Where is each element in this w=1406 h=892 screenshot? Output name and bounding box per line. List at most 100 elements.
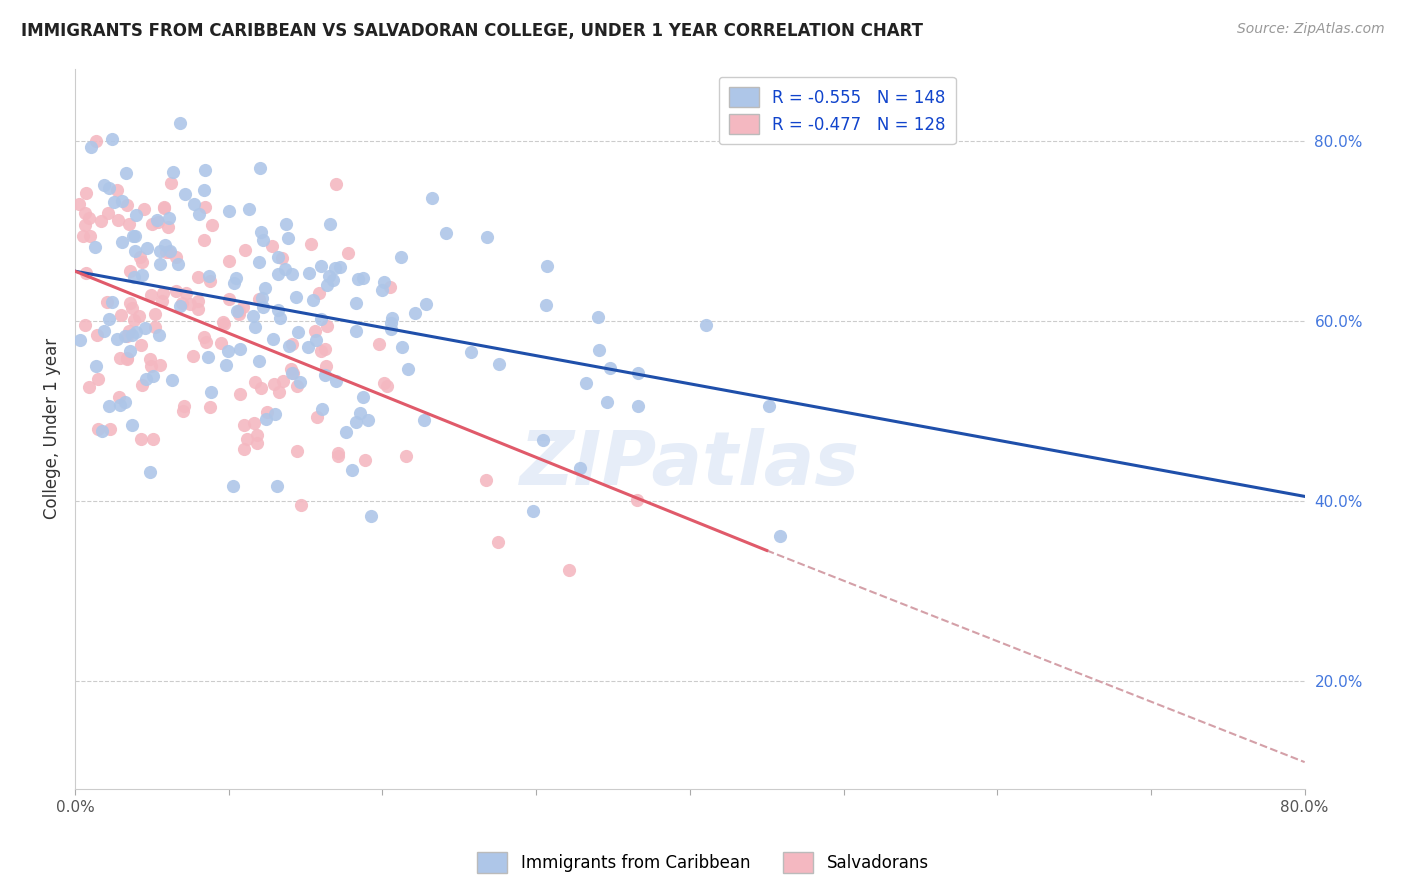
Point: [316, 318, 339, 333]
Point: [232, 442, 254, 456]
Point: [314, 343, 336, 357]
Point: [72, 229, 94, 244]
Point: [522, 504, 544, 518]
Point: [229, 342, 252, 356]
Point: [77, 380, 100, 394]
Point: [278, 339, 301, 353]
Point: [121, 328, 143, 343]
Text: IMMIGRANTS FROM CARIBBEAN VS SALVADORAN COLLEGE, UNDER 1 YEAR CORRELATION CHART: IMMIGRANTS FROM CARIBBEAN VS SALVADORAN …: [21, 22, 924, 40]
Point: [349, 406, 371, 420]
Point: [107, 390, 129, 404]
Point: [266, 479, 288, 493]
Point: [626, 493, 648, 508]
Point: [290, 499, 312, 513]
Point: [183, 350, 205, 364]
Point: [169, 299, 191, 313]
Point: [149, 244, 172, 259]
Point: [247, 255, 270, 269]
Point: [695, 318, 717, 333]
Point: [267, 303, 290, 318]
Point: [139, 465, 162, 479]
Point: [120, 295, 142, 310]
Point: [575, 376, 598, 391]
Point: [100, 132, 122, 146]
Point: [557, 563, 579, 577]
Point: [378, 280, 401, 294]
Point: [197, 350, 219, 364]
Point: [98, 399, 121, 413]
Point: [121, 418, 143, 433]
Point: [122, 229, 145, 244]
Point: [346, 272, 368, 286]
Point: [131, 377, 153, 392]
Point: [488, 358, 510, 372]
Point: [420, 191, 443, 205]
Point: [318, 268, 340, 283]
Point: [371, 283, 394, 297]
Point: [75, 186, 97, 201]
Point: [325, 374, 347, 388]
Point: [254, 411, 277, 425]
Point: [344, 324, 367, 338]
Point: [173, 399, 195, 413]
Point: [380, 316, 402, 330]
Point: [305, 409, 328, 424]
Point: [118, 344, 141, 359]
Point: [391, 340, 413, 354]
Point: [218, 203, 240, 218]
Point: [396, 362, 419, 376]
Point: [149, 359, 172, 373]
Point: [179, 297, 201, 311]
Point: [274, 217, 297, 231]
Point: [138, 351, 160, 366]
Point: [249, 381, 271, 395]
Point: [311, 401, 333, 416]
Point: [198, 269, 221, 284]
Point: [201, 218, 224, 232]
Point: [380, 322, 402, 336]
Point: [225, 271, 247, 285]
Point: [322, 273, 344, 287]
Point: [242, 310, 264, 324]
Point: [153, 238, 176, 252]
Point: [214, 317, 236, 331]
Point: [115, 328, 138, 343]
Point: [118, 217, 141, 231]
Point: [534, 297, 557, 311]
Point: [297, 340, 319, 354]
Point: [107, 183, 129, 197]
Point: [323, 261, 346, 276]
Point: [172, 296, 194, 310]
Point: [389, 250, 412, 264]
Point: [252, 300, 274, 314]
Point: [162, 164, 184, 178]
Point: [183, 197, 205, 211]
Point: [159, 244, 181, 258]
Point: [308, 286, 330, 301]
Point: [118, 324, 141, 338]
Point: [217, 343, 239, 358]
Point: [142, 432, 165, 446]
Point: [536, 260, 558, 274]
Point: [129, 338, 152, 352]
Point: [110, 309, 132, 323]
Point: [242, 417, 264, 431]
Point: [194, 335, 217, 350]
Point: [586, 310, 609, 325]
Point: [486, 534, 509, 549]
Point: [135, 371, 157, 385]
Point: [79, 228, 101, 243]
Point: [267, 385, 290, 400]
Point: [80, 140, 103, 154]
Point: [460, 345, 482, 359]
Point: [215, 359, 238, 373]
Point: [229, 387, 252, 401]
Point: [176, 285, 198, 300]
Point: [395, 449, 418, 463]
Point: [129, 250, 152, 264]
Point: [285, 378, 308, 392]
Point: [136, 241, 159, 255]
Point: [271, 374, 294, 388]
Point: [157, 219, 180, 234]
Point: [287, 326, 309, 340]
